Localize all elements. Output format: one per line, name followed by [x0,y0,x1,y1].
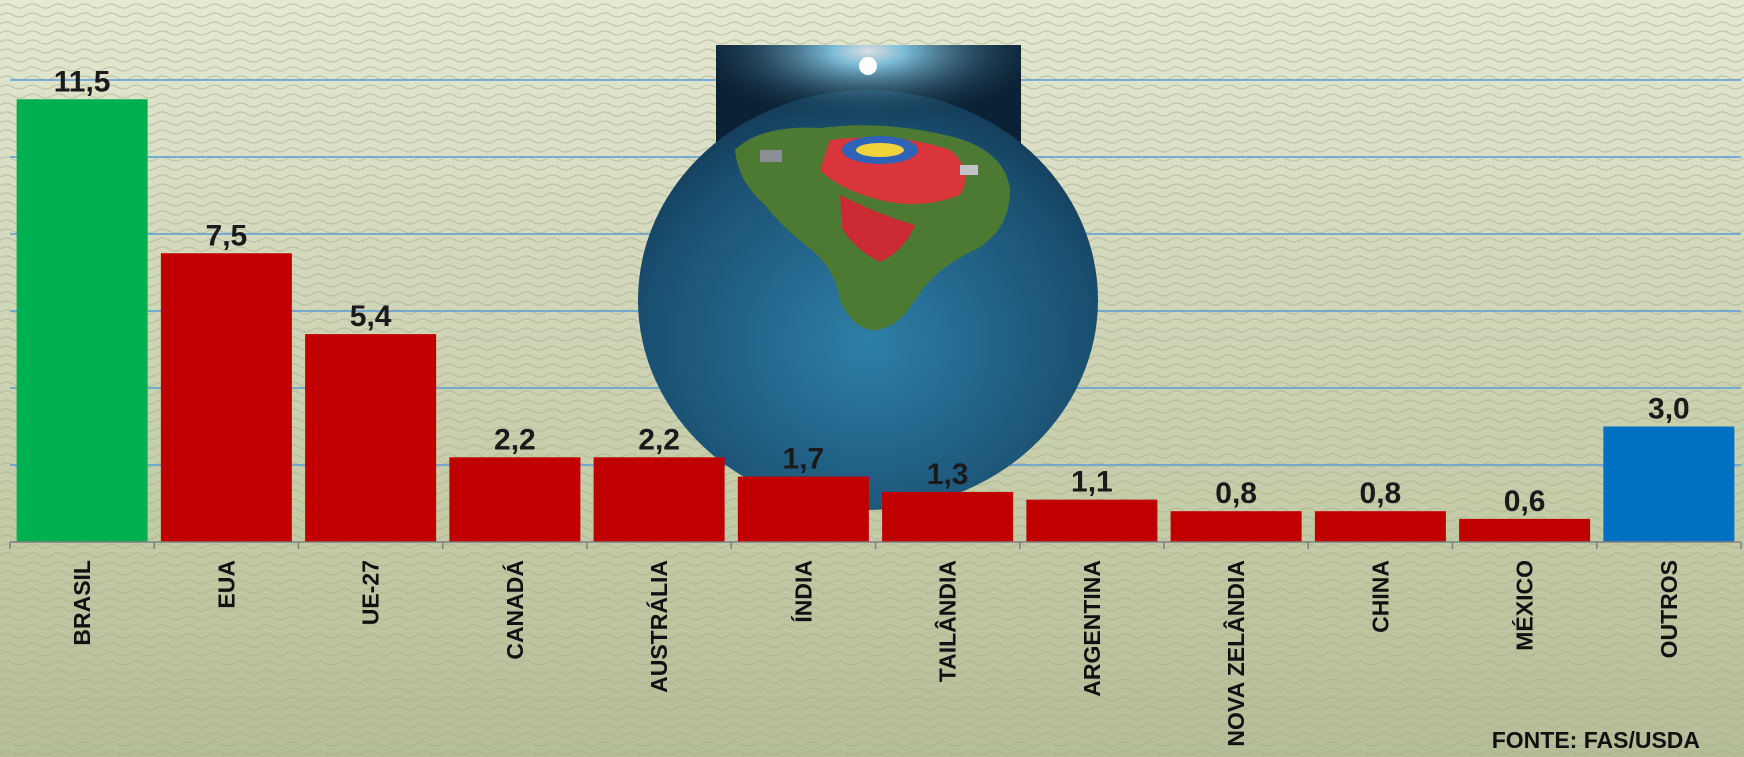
value-label-3: 2,2 [494,423,536,456]
category-label-5: ÍNDIA [789,560,816,623]
value-label-10: 0,6 [1504,485,1546,518]
category-label-3: CANADÁ [501,560,528,660]
value-label-8: 0,8 [1215,477,1257,510]
bar-7 [1026,499,1158,542]
bar-4 [593,457,725,542]
value-labels: 11,5 7,5 5,4 2,2 2,2 1,7 1,3 1,1 0,8 0,8 0,6 3,0 [54,65,1690,518]
category-labels: BRASIL EUA UE-27 CANADÁ AUSTRÁLIA ÍNDIA TAILÂN… [69,560,1682,747]
bar-1 [160,253,292,542]
source-note: FONTE: FAS/USDA [1492,727,1700,753]
bar-3 [449,457,581,542]
value-label-4: 2,2 [638,423,680,456]
category-label-11: OUTROS [1656,560,1682,658]
bar-2 [305,334,437,542]
value-label-5: 1,7 [783,443,825,476]
bar-10 [1459,518,1591,542]
inset-image-brazil-globe [638,45,1098,510]
category-label-10: MÉXICO [1511,560,1538,651]
bar-6 [882,491,1014,542]
bar-5 [737,476,869,542]
value-label-6: 1,3 [927,458,969,491]
x-axis [9,541,1742,549]
value-label-1: 7,5 [206,219,248,252]
category-label-9: CHINA [1367,560,1393,633]
value-label-7: 1,1 [1071,466,1113,499]
value-label-2: 5,4 [350,300,392,333]
bar-9 [1314,511,1446,542]
category-label-7: ARGENTINA [1079,560,1105,697]
category-label-2: UE-27 [358,560,384,625]
bar-0 [16,99,148,542]
bar-8 [1170,511,1302,542]
bar-11 [1603,426,1735,542]
value-label-0: 11,5 [54,65,111,98]
category-label-1: EUA [213,560,239,609]
category-label-8: NOVA ZELÂNDIA [1222,560,1249,747]
bars [16,99,1735,542]
value-label-9: 0,8 [1360,477,1402,510]
value-label-11: 3,0 [1648,393,1690,426]
category-label-0: BRASIL [69,560,95,646]
category-label-6: TAILÂNDIA [934,560,961,682]
category-label-4: AUSTRÁLIA [645,560,672,693]
